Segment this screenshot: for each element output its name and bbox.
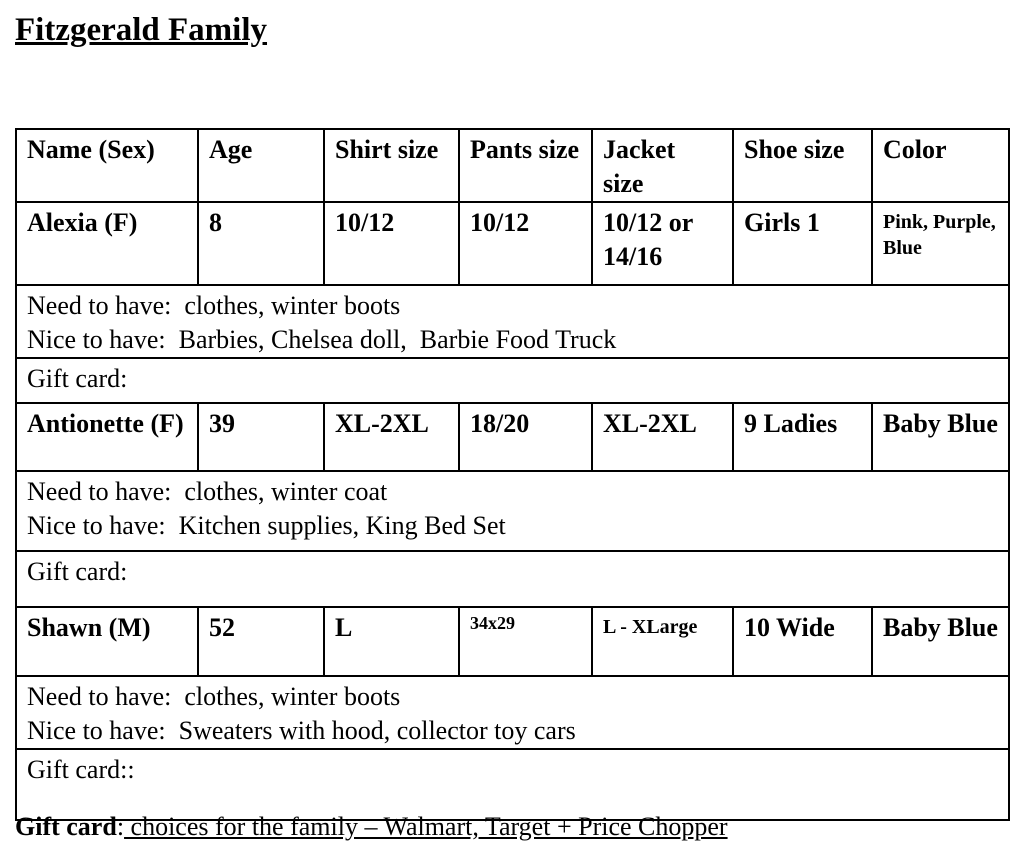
member-name: Shawn (M): [15, 606, 199, 677]
member-shoe: 9 Ladies: [732, 402, 873, 472]
member-jacket: L - XLarge: [591, 606, 734, 677]
gift-card-cell: Gift card::: [15, 748, 1010, 821]
gift-row: Gift card:: [15, 550, 1010, 608]
gift-card-footer: Gift card: choices for the family – Walm…: [15, 812, 728, 842]
header-color: Color: [871, 128, 1010, 203]
footer-text: choices for the family – Walmart, Target…: [124, 812, 728, 841]
header-shirt: Shirt size: [323, 128, 460, 203]
gift-row: Gift card:: [15, 357, 1010, 404]
notes-cell: Need to have: clothes, winter boots Nice …: [15, 675, 1010, 750]
member-jacket: 10/12 or 14/16: [591, 201, 734, 286]
member-shirt: 10/12: [323, 201, 460, 286]
member-age: 8: [197, 201, 325, 286]
header-age: Age: [197, 128, 325, 203]
gift-row: Gift card::: [15, 748, 1010, 821]
member-pants: 18/20: [458, 402, 593, 472]
need-to-have: Need to have: clothes, winter boots: [27, 682, 401, 711]
member-pants: 10/12: [458, 201, 593, 286]
need-to-have: Need to have: clothes, winter coat: [27, 477, 388, 506]
need-to-have: Need to have: clothes, winter boots: [27, 291, 401, 320]
member-shirt: XL-2XL: [323, 402, 460, 472]
member-jacket: XL-2XL: [591, 402, 734, 472]
family-table: Name (Sex) Age Shirt size Pants size Jac…: [15, 128, 1010, 821]
member-color: Pink, Purple, Blue: [871, 201, 1010, 286]
member-shoe: Girls 1: [732, 201, 873, 286]
nice-to-have: Nice to have: Sweaters with hood, collec…: [27, 716, 576, 745]
header-pants: Pants size: [458, 128, 593, 203]
member-shirt: L: [323, 606, 460, 677]
member-row: Antionette (F) 39 XL-2XL 18/20 XL-2XL 9 …: [15, 402, 1010, 472]
footer-label: Gift card: [15, 812, 117, 841]
member-name: Alexia (F): [15, 201, 199, 286]
member-name: Antionette (F): [15, 402, 199, 472]
member-age: 52: [197, 606, 325, 677]
notes-row: Need to have: clothes, winter coat Nice t…: [15, 470, 1010, 552]
member-row: Alexia (F) 8 10/12 10/12 10/12 or 14/16 …: [15, 201, 1010, 286]
nice-to-have: Nice to have: Kitchen supplies, King Bed…: [27, 511, 506, 540]
header-shoe: Shoe size: [732, 128, 873, 203]
notes-row: Need to have: clothes, winter boots Nice …: [15, 675, 1010, 750]
member-color: Baby Blue: [871, 606, 1010, 677]
gift-card-cell: Gift card:: [15, 357, 1010, 404]
notes-cell: Need to have: clothes, winter boots Nice …: [15, 284, 1010, 359]
nice-to-have: Nice to have: Barbies, Chelsea doll, Bar…: [27, 325, 617, 354]
footer-colon: :: [116, 812, 125, 841]
member-age: 39: [197, 402, 325, 472]
header-row: Name (Sex) Age Shirt size Pants size Jac…: [15, 128, 1010, 203]
notes-row: Need to have: clothes, winter boots Nice …: [15, 284, 1010, 359]
notes-cell: Need to have: clothes, winter coat Nice t…: [15, 470, 1010, 552]
member-pants: 34x29: [458, 606, 593, 677]
page-title: Fitzgerald Family: [15, 12, 268, 48]
member-color: Baby Blue: [871, 402, 1010, 472]
header-jacket: Jacket size: [591, 128, 734, 203]
member-row: Shawn (M) 52 L 34x29 L - XLarge 10 Wide …: [15, 606, 1010, 677]
gift-card-cell: Gift card:: [15, 550, 1010, 608]
member-shoe: 10 Wide: [732, 606, 873, 677]
header-name: Name (Sex): [15, 128, 199, 203]
